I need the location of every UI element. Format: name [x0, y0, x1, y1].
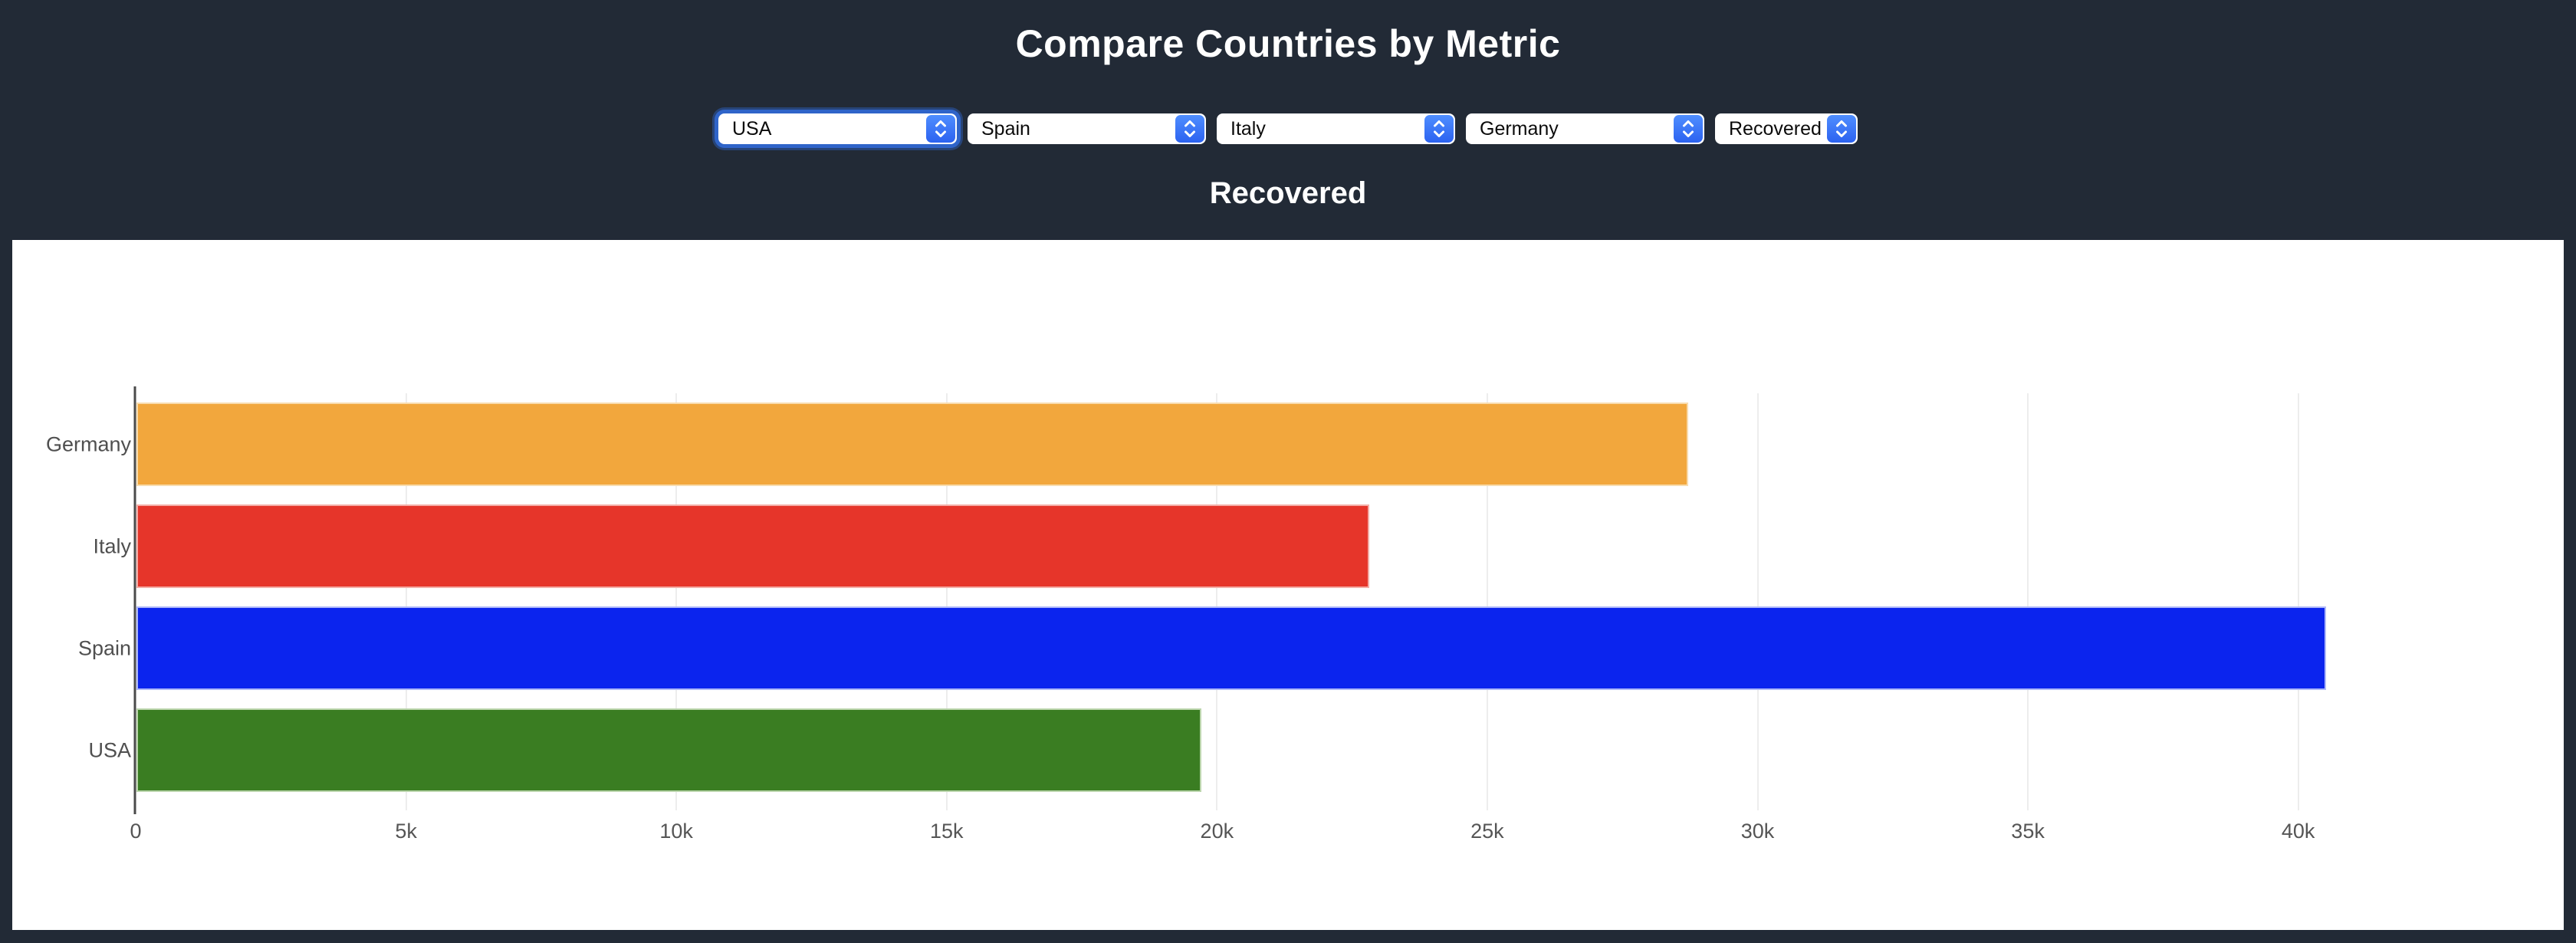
- chevron-up-down-icon: [1674, 115, 1703, 143]
- gridline: [1216, 393, 1218, 810]
- bar-usa[interactable]: [136, 708, 1202, 792]
- chevron-up-down-icon: [1827, 115, 1856, 143]
- page-title: Compare Countries by Metric: [1015, 22, 1561, 65]
- select-value: USA: [732, 117, 772, 140]
- metric-select[interactable]: Recovered: [1715, 113, 1858, 144]
- gridline: [1756, 393, 1759, 810]
- header: Compare Countries by Metric USA Spain: [0, 0, 2576, 212]
- bar-germany[interactable]: [136, 402, 1688, 486]
- chevron-up-down-icon: [1175, 115, 1204, 143]
- x-tick-label: 40k: [2281, 820, 2315, 843]
- country-select-2[interactable]: Spain: [968, 113, 1206, 144]
- x-tick-label: 0: [130, 820, 142, 843]
- select-value: Recovered: [1729, 117, 1822, 140]
- gridline: [1486, 393, 1488, 810]
- x-tick-label: 35k: [2011, 820, 2045, 843]
- selects-row: USA Spain Italy: [0, 113, 2576, 144]
- country-select-1[interactable]: USA: [718, 113, 957, 144]
- gridline: [675, 393, 678, 810]
- bar-spain[interactable]: [136, 606, 2326, 690]
- y-tick-label: Italy: [93, 534, 131, 557]
- gridline: [945, 393, 948, 810]
- chevron-up-down-icon: [1424, 115, 1454, 143]
- chart-card: 0 5k 10k 15k 20k 25k 30k 35k 40k Germany Italy Spai…: [12, 240, 2564, 930]
- select-value: Spain: [981, 117, 1030, 140]
- select-value: Italy: [1230, 117, 1266, 140]
- gridline: [2297, 393, 2299, 810]
- bar-italy[interactable]: [136, 504, 1369, 588]
- x-tick-label: 30k: [1740, 820, 1775, 843]
- y-tick-label: Germany: [45, 432, 131, 455]
- x-tick-label: 15k: [929, 820, 964, 843]
- y-tick-label: USA: [88, 738, 131, 761]
- country-select-3[interactable]: Italy: [1217, 113, 1455, 144]
- x-tick-label: 10k: [659, 820, 693, 843]
- x-tick-label: 5k: [395, 820, 417, 843]
- gridline: [405, 393, 407, 810]
- country-select-4[interactable]: Germany: [1466, 113, 1704, 144]
- x-tick-label: 20k: [1200, 820, 1234, 843]
- y-axis-line: [133, 386, 136, 814]
- chart-subtitle: Recovered: [1209, 176, 1367, 210]
- chevron-up-down-icon: [926, 115, 955, 143]
- y-tick-label: Spain: [77, 636, 131, 659]
- select-value: Germany: [1480, 117, 1559, 140]
- x-tick-label: 25k: [1470, 820, 1504, 843]
- gridline: [2027, 393, 2029, 810]
- bar-chart-plot-area: 0 5k 10k 15k 20k 25k 30k 35k 40k Germany Italy Spai…: [46, 386, 2542, 843]
